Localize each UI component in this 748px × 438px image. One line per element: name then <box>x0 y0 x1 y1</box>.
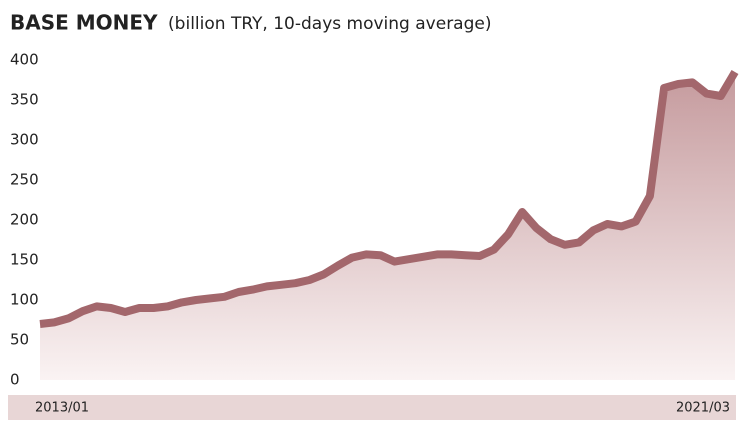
chart-title: BASE MONEY <box>10 11 158 35</box>
y-tick-label: 200 <box>10 211 39 229</box>
x-axis-band <box>8 395 736 420</box>
x-tick-label: 2021/03 <box>676 401 730 416</box>
y-tick-label: 350 <box>10 91 39 109</box>
y-tick-label: 400 <box>10 51 39 69</box>
y-tick-label: 300 <box>10 131 39 149</box>
x-tick-label: 2013/01 <box>35 401 89 416</box>
chart-subtitle: (billion TRY, 10-days moving average) <box>168 14 491 34</box>
area <box>40 72 735 380</box>
y-tick-label: 50 <box>10 331 29 349</box>
line <box>39 69 739 328</box>
y-tick-label: 100 <box>10 291 39 309</box>
y-tick-label: 0 <box>10 371 20 389</box>
y-tick-label: 250 <box>10 171 39 189</box>
y-tick-label: 150 <box>10 251 39 269</box>
